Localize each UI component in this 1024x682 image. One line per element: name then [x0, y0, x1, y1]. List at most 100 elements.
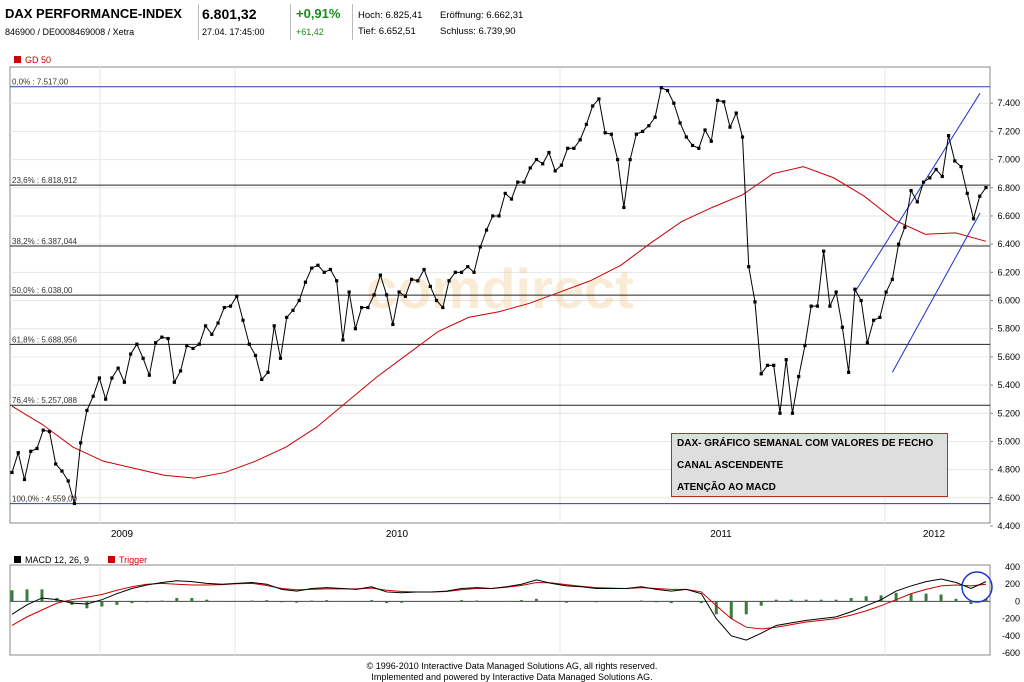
annotation-box: DAX- GRÁFICO SEMANAL COM VALORES DE FECH…: [671, 433, 948, 497]
histogram-bar: [355, 601, 359, 602]
price-point: [622, 205, 626, 210]
price-point: [235, 294, 239, 298]
legend-trigger-swatch: [108, 556, 115, 563]
macd-highlight-circle: [961, 571, 993, 603]
y-tick-label: 0: [1015, 596, 1020, 606]
price-point: [241, 318, 245, 322]
histogram-bar: [564, 601, 568, 603]
fib-level-label: 50,0% : 6.038,00: [12, 286, 73, 295]
price-point: [72, 501, 77, 506]
histogram-bar: [549, 601, 553, 602]
histogram-bar: [894, 592, 898, 602]
y-tick-label: 6.600: [997, 211, 1020, 221]
price-point: [566, 146, 570, 150]
y-tick-label: 7.000: [997, 155, 1020, 165]
price-point: [516, 180, 520, 184]
histogram-bar: [654, 601, 658, 603]
gd50-line: [11, 166, 987, 479]
histogram-bar: [969, 601, 973, 604]
price-point: [91, 394, 95, 398]
price-point: [54, 462, 58, 466]
open-value: Eröffnung: 6.662,31: [440, 10, 524, 21]
price-point: [316, 263, 320, 267]
price-point: [178, 369, 183, 373]
price-point: [628, 157, 632, 162]
histogram-bar: [130, 601, 134, 604]
price-point: [141, 356, 145, 360]
price-point: [790, 411, 795, 415]
price-point: [672, 101, 676, 105]
price-point: [166, 336, 170, 341]
x-tick-label: 2012: [923, 529, 946, 540]
price-point: [409, 277, 414, 281]
x-tick-label: 2009: [111, 529, 134, 540]
histogram-bar: [759, 601, 763, 606]
price-point: [360, 305, 364, 310]
histogram-bar: [834, 599, 838, 602]
price-point: [347, 290, 351, 294]
price-point: [959, 165, 963, 169]
price-point: [310, 266, 314, 270]
price-point: [60, 469, 64, 473]
histogram-bar: [924, 593, 928, 602]
price-point: [253, 353, 258, 358]
channel-lower-line: [891, 212, 981, 373]
price-point: [22, 477, 27, 482]
histogram-bar: [100, 601, 104, 607]
histogram-bar: [879, 595, 883, 602]
y-tick-label: 400: [1005, 562, 1020, 572]
high-value: Hoch: 6.825,41: [358, 10, 423, 21]
price-point: [216, 321, 220, 325]
price-point: [915, 200, 919, 204]
price-point: [104, 397, 108, 401]
price-point: [372, 293, 376, 297]
histogram-bar: [774, 599, 778, 602]
price-point: [185, 344, 189, 348]
price-point: [953, 159, 957, 163]
price-point: [665, 88, 670, 93]
histogram-bar: [504, 600, 508, 602]
fib-level-label: 0,0% : 7.517,00: [12, 78, 69, 87]
histogram-bar: [954, 598, 958, 602]
price-point: [591, 104, 595, 108]
histogram-bar: [475, 600, 479, 602]
price-point: [572, 146, 576, 150]
price-point: [759, 372, 763, 376]
price-point: [909, 188, 913, 193]
price-point: [129, 352, 133, 356]
chart-watermark: comdirect: [366, 257, 634, 320]
histogram-bar: [669, 601, 673, 604]
histogram-bar: [220, 600, 224, 602]
histogram-bar: [819, 599, 823, 602]
price-point: [928, 176, 932, 180]
price-point: [584, 122, 589, 126]
price-point: [534, 157, 539, 162]
price-point: [678, 121, 682, 125]
price-point: [378, 273, 382, 277]
price-point: [260, 377, 264, 382]
price-point: [815, 304, 820, 308]
price-chart: GD 50 comdirect 0,0% : 7.517,00 23,6% : 6…: [9, 55, 1020, 540]
price-point: [865, 341, 869, 345]
price-point: [79, 441, 83, 445]
y-tick-label: 5.600: [997, 352, 1020, 362]
fib-level-label: 100,0% : 4.559,00: [12, 495, 77, 504]
histogram-bar: [714, 601, 718, 615]
price-point: [110, 376, 114, 380]
price-point: [135, 342, 139, 346]
price-point: [697, 146, 701, 150]
price-point: [634, 132, 638, 136]
price-point: [266, 370, 270, 374]
price-point: [478, 245, 482, 249]
price-point: [940, 174, 944, 179]
price-point: [934, 167, 938, 172]
price-point: [528, 166, 532, 170]
price-point: [809, 304, 813, 308]
price-point: [659, 86, 663, 90]
price-point: [797, 375, 801, 379]
price-point: [834, 290, 838, 294]
price-point: [203, 324, 208, 328]
price-point: [447, 279, 451, 283]
y-tick-label: 6.200: [997, 267, 1020, 277]
price-point: [553, 169, 557, 173]
